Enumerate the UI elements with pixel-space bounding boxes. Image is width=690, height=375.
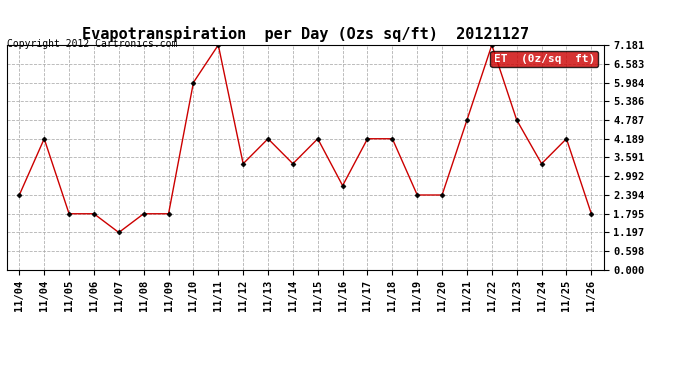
Legend: ET  (0z/sq  ft): ET (0z/sq ft) [491, 51, 598, 67]
Text: Copyright 2012 Cartronics.com: Copyright 2012 Cartronics.com [7, 39, 177, 50]
Title: Evapotranspiration  per Day (Ozs sq/ft)  20121127: Evapotranspiration per Day (Ozs sq/ft) 2… [81, 27, 529, 42]
